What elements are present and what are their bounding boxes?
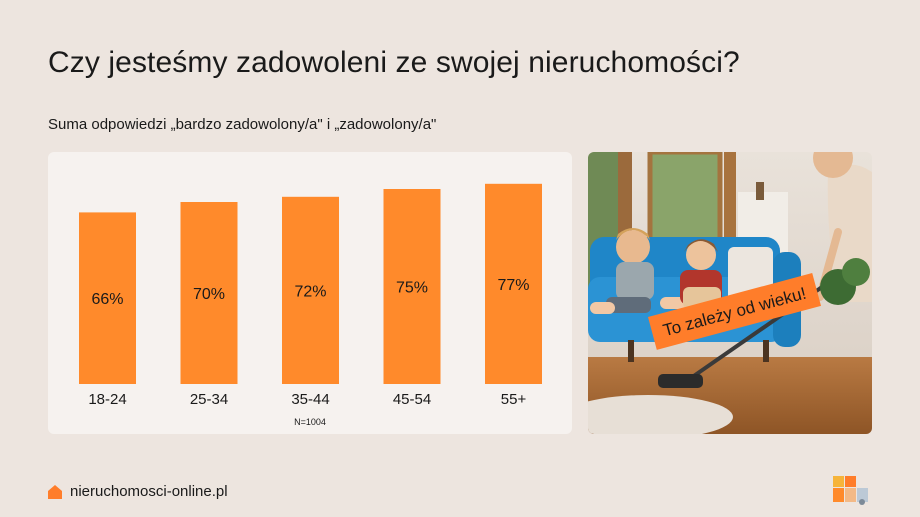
x-tick-label: 25-34	[190, 391, 228, 408]
chart-card: 66% 18-24 70% 25-34 72% 35-44 75% 45-54 77% 55+ N=…	[48, 152, 572, 434]
page-title: Czy jesteśmy zadowoleni ze swojej nieruc…	[48, 46, 740, 79]
bar-value-label: 72%	[294, 283, 326, 300]
bar-chart: 66% 18-24 70% 25-34 72% 35-44 75% 45-54 77% 55+ N=…	[79, 183, 542, 427]
bar-value-label: 77%	[497, 277, 529, 294]
footer-brand[interactable]: nieruchomosci-online.pl	[48, 483, 228, 500]
bar-35-44	[282, 196, 339, 384]
photo-illustration: To zależy od wieku!	[588, 152, 872, 434]
bar-45-54	[383, 189, 441, 384]
banner-background	[648, 273, 822, 350]
chart-subtitle: Suma odpowiedzi „bardzo zadowolony/a" i …	[48, 116, 437, 133]
bar-25-34	[180, 202, 238, 384]
bar-value-label: 70%	[193, 286, 225, 303]
sample-size-note: N=1004	[294, 417, 326, 427]
x-tick-label: 18-24	[88, 391, 126, 408]
bar-value-label: 66%	[91, 291, 123, 308]
x-tick-label: 35-44	[291, 391, 329, 408]
house-icon	[48, 484, 62, 499]
family-photo: To zależy od wieku!	[588, 152, 872, 434]
site-name: nieruchomosci-online.pl	[70, 483, 228, 500]
bar-55+	[485, 183, 542, 384]
x-tick-label: 45-54	[393, 391, 431, 408]
x-tick-label: 55+	[501, 391, 527, 408]
brand-logo-icon	[833, 476, 868, 505]
bar-18-24	[79, 212, 136, 384]
bar-value-label: 75%	[396, 280, 428, 297]
